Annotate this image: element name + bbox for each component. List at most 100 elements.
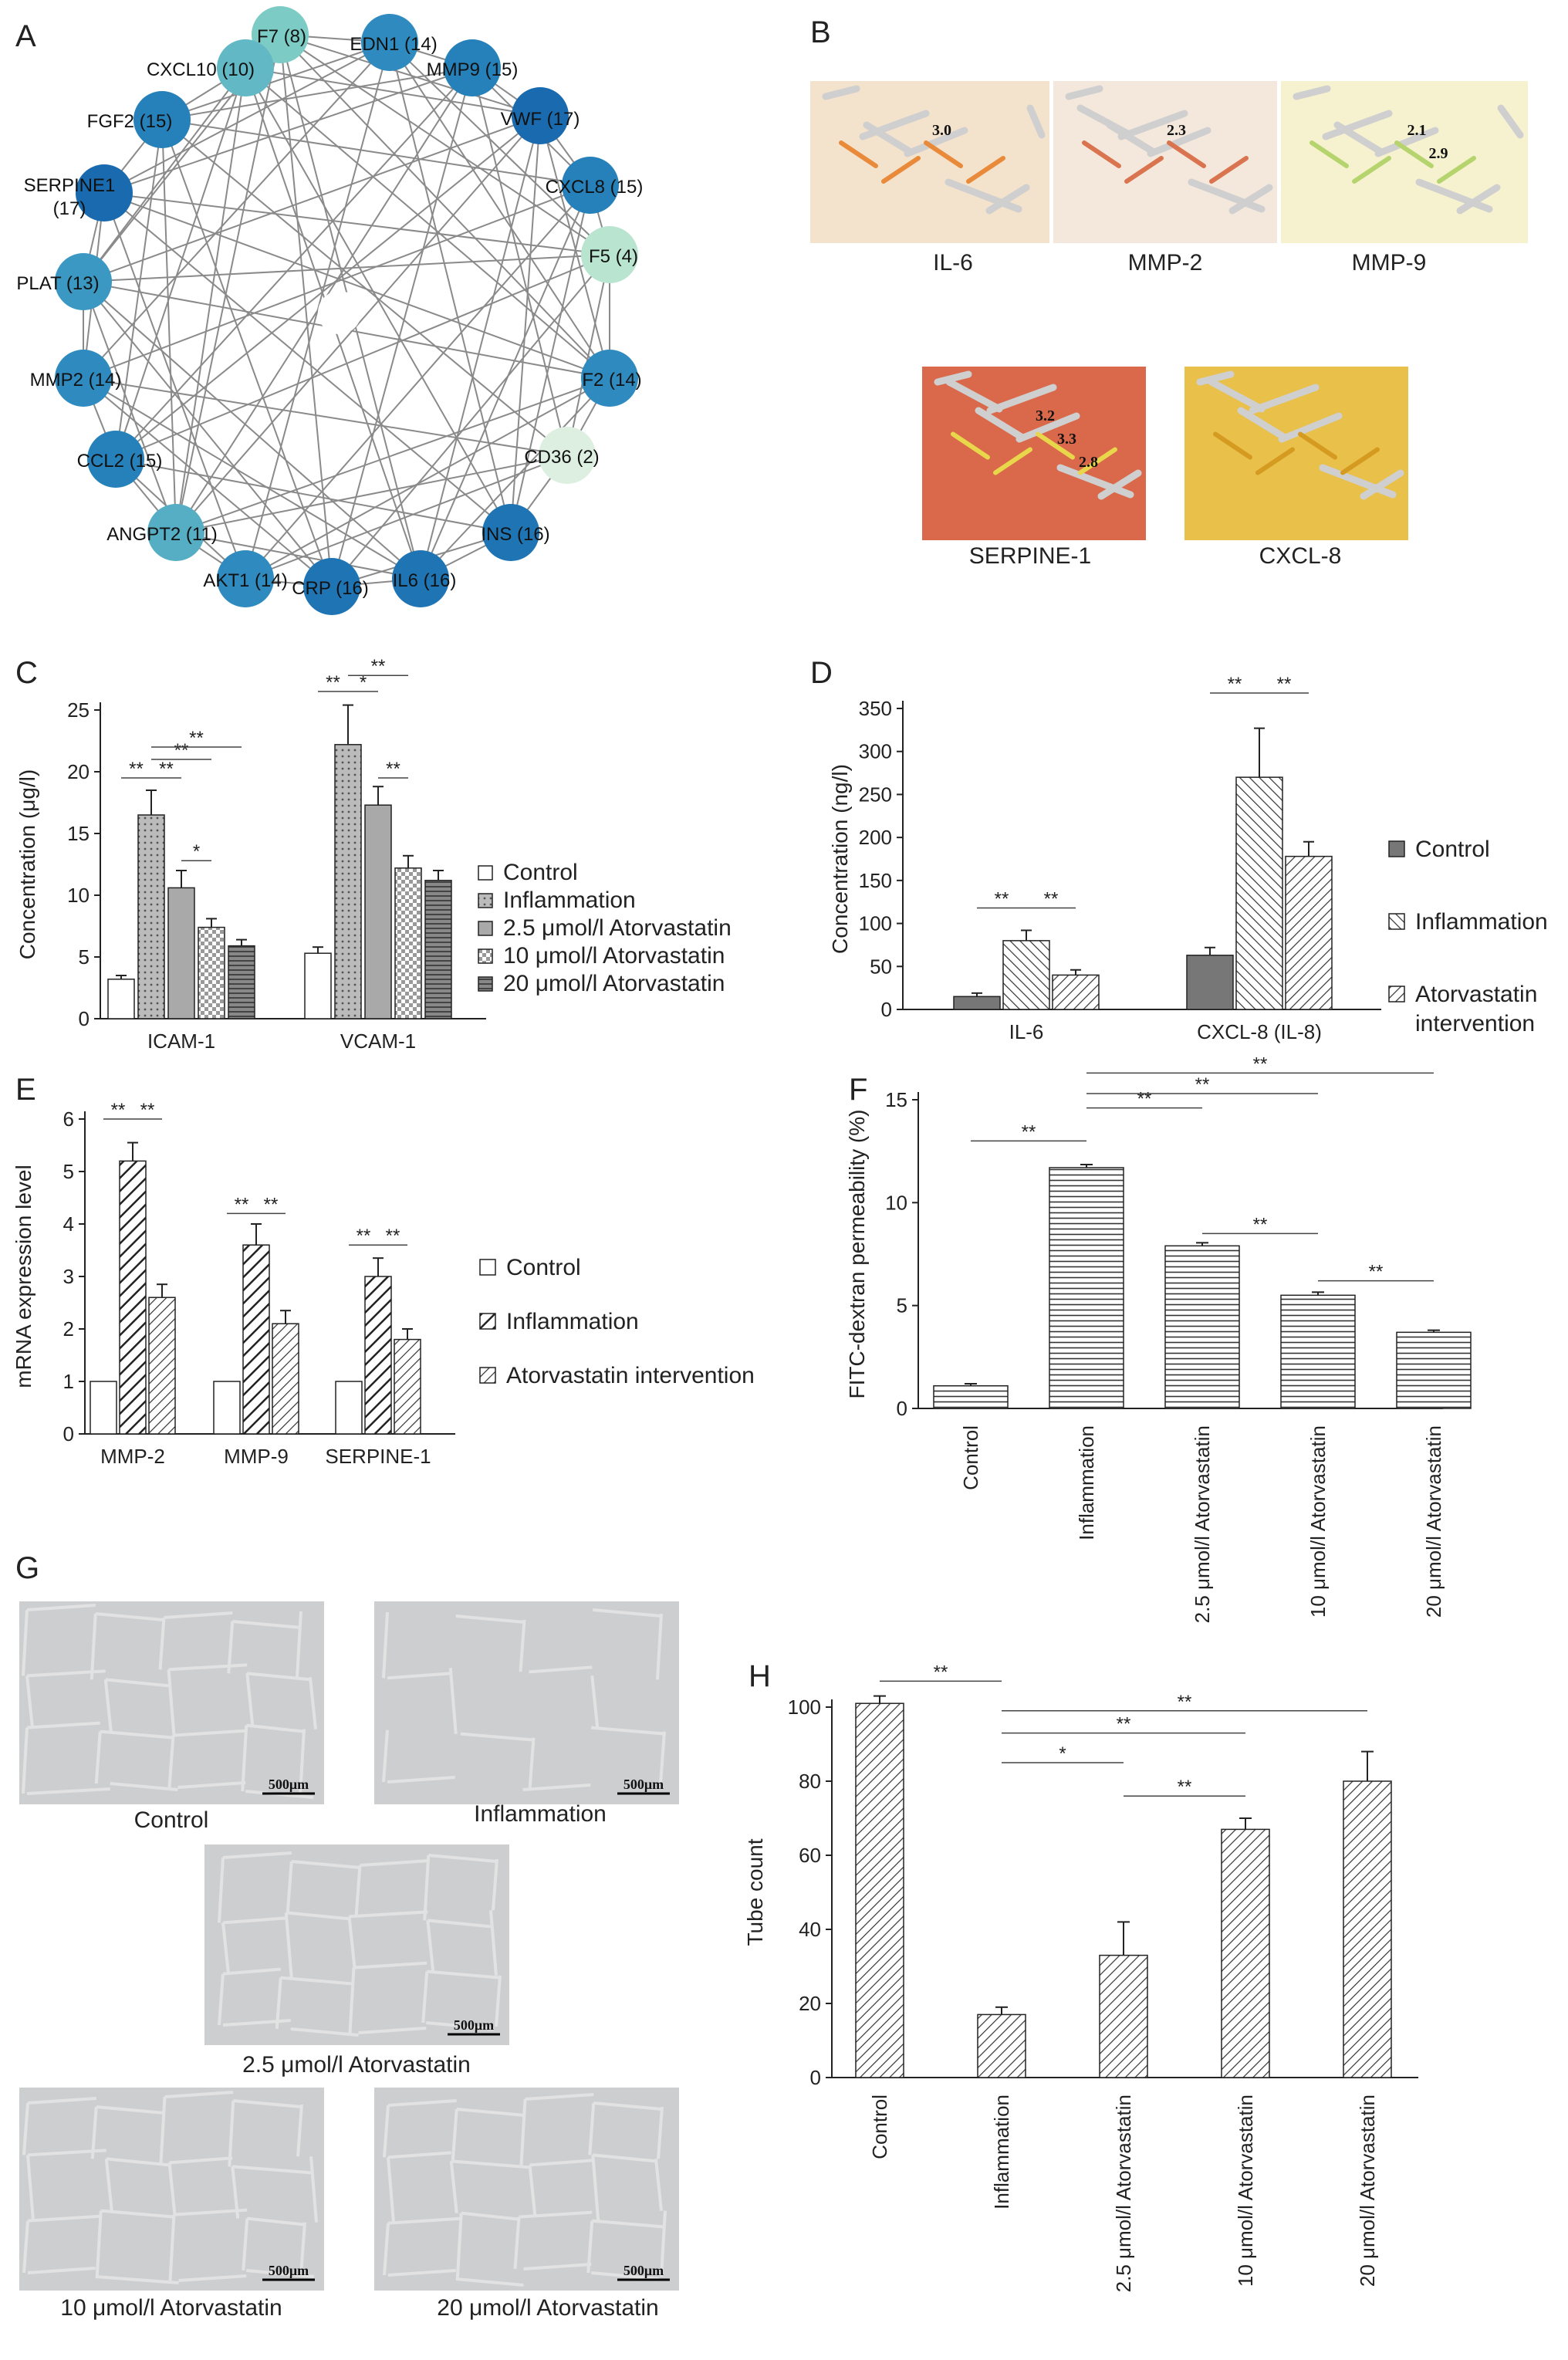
bar — [107, 979, 135, 1019]
micrograph-tube — [593, 2101, 663, 2111]
network-node — [303, 558, 360, 615]
bar — [167, 887, 195, 1019]
micrograph-tube — [428, 1854, 498, 1863]
significance-marker: ** — [1117, 1714, 1131, 1735]
network-node-label: (17) — [53, 198, 86, 219]
panel-label-e: E — [15, 1073, 36, 1107]
docking-distance-label: 3.3 — [1057, 431, 1076, 448]
y-tick-label: 15 — [885, 1088, 907, 1111]
bar — [335, 1381, 363, 1435]
micrograph-tube — [387, 2157, 395, 2223]
network-node — [55, 253, 112, 310]
y-tick-label: 100 — [859, 912, 892, 935]
micrograph-tube — [233, 2099, 302, 2108]
micrograph-tube — [247, 2216, 306, 2226]
y-axis-label: FITC-dextran permeability (%) — [845, 1110, 869, 1399]
bar — [394, 1338, 421, 1435]
legend-label: 2.5 μmol/l Atorvastatin — [503, 915, 732, 941]
micrograph-tube — [309, 2156, 318, 2223]
micrograph-caption: Control — [134, 1807, 209, 1833]
micrograph-tube — [525, 2093, 594, 2101]
significance-marker: ** — [934, 1662, 948, 1682]
docking-image: 3.23.32.8 — [922, 367, 1146, 540]
micrograph-tube — [167, 2162, 177, 2215]
docking-ligand-bond — [1065, 85, 1103, 100]
x-category-label: 2.5 μmol/l Atorvastatin — [1191, 1425, 1214, 1623]
network-edge — [161, 119, 177, 533]
y-tick-label: 0 — [810, 2066, 821, 2089]
micrograph-tube — [456, 2108, 525, 2117]
docking-residue-bond — [1036, 431, 1075, 460]
micrograph-tube — [455, 2277, 524, 2287]
y-tick-label: 10 — [67, 884, 90, 907]
network-edge — [389, 42, 610, 379]
y-tick-label: 150 — [859, 869, 892, 892]
micrograph-tube — [387, 1672, 451, 1680]
network-node — [512, 87, 569, 144]
micrograph-image — [204, 1844, 509, 2045]
micrograph-tube — [426, 2021, 495, 2030]
micrograph-tube — [426, 1920, 435, 1972]
micrograph: 500μm — [19, 2088, 324, 2291]
micrograph-tube — [660, 2210, 667, 2277]
micrograph-tube — [427, 1919, 492, 1929]
x-category-label: SERPINE-1 — [325, 1445, 431, 1468]
legend-swatch — [1388, 840, 1405, 857]
micrograph-tube — [290, 2027, 359, 2037]
y-tick-label: 0 — [63, 1422, 74, 1445]
docking-ligand-bond — [1147, 127, 1211, 157]
network-edge — [510, 184, 591, 533]
micrograph-tube — [382, 1729, 389, 1783]
docking-ligand-bond — [1374, 127, 1439, 157]
legend-label: intervention — [1415, 1011, 1535, 1036]
network-edge — [83, 67, 246, 282]
x-category-label: IL-6 — [1009, 1020, 1044, 1043]
micrograph-caption: Inflammation — [474, 1801, 607, 1827]
significance-marker: ** — [129, 759, 144, 779]
y-tick-label: 200 — [859, 826, 892, 849]
network-node-label: IL6 (16) — [393, 570, 457, 591]
docking-ligand-bond — [1415, 178, 1493, 213]
network-node-label: INS (16) — [481, 524, 549, 545]
micrograph-tube — [451, 2159, 530, 2169]
x-category-label: Inflammation — [990, 2095, 1013, 2210]
significance-marker: ** — [111, 1100, 126, 1121]
micrograph-tube — [358, 2027, 427, 2034]
micrograph-tube — [27, 2149, 106, 2157]
micrograph-tube — [95, 2210, 103, 2277]
micrograph: 500μm — [374, 1601, 679, 1804]
network-edge — [83, 377, 568, 456]
x-category-label: Inflammation — [1075, 1425, 1098, 1540]
docking-residue-bond — [1124, 156, 1164, 184]
bar — [1221, 1828, 1270, 2078]
scale-bar-label: 500μm — [623, 1777, 664, 1792]
docking-image: 2.3 — [1053, 81, 1277, 243]
micrograph-tube — [174, 2208, 248, 2216]
micrograph-tube — [27, 2267, 96, 2274]
micrograph-tube — [519, 1619, 526, 1672]
network-node — [147, 504, 204, 561]
micrograph-tube — [26, 1787, 110, 1795]
legend-label: Atorvastatin intervention — [506, 1363, 755, 1388]
micrograph: 500μm — [19, 1601, 324, 1804]
micrograph-tube — [228, 2100, 235, 2167]
micrograph-tube — [387, 2269, 456, 2277]
docking-ligand-bond — [985, 184, 1030, 215]
micrograph-tube — [222, 1916, 286, 1925]
network-edge — [245, 184, 591, 580]
significance-marker: ** — [1137, 1089, 1152, 1110]
micrograph-tube — [22, 1727, 29, 1794]
significance-marker: ** — [159, 759, 174, 779]
x-category-label: Control — [868, 2095, 891, 2159]
bar — [1343, 1780, 1392, 2078]
docking-residue-bond — [1209, 156, 1249, 184]
docking-ligand-bond — [1076, 104, 1134, 139]
micrograph-tube — [387, 2151, 451, 2159]
micrograph-caption: 2.5 μmol/l Atorvastatin — [242, 2052, 471, 2078]
legend-swatch — [1388, 986, 1405, 1002]
legend-label: Control — [506, 1255, 581, 1280]
micrograph-tube — [100, 1729, 174, 1740]
micrograph-tube — [513, 2216, 521, 2270]
micrograph-tube — [218, 1973, 225, 2026]
